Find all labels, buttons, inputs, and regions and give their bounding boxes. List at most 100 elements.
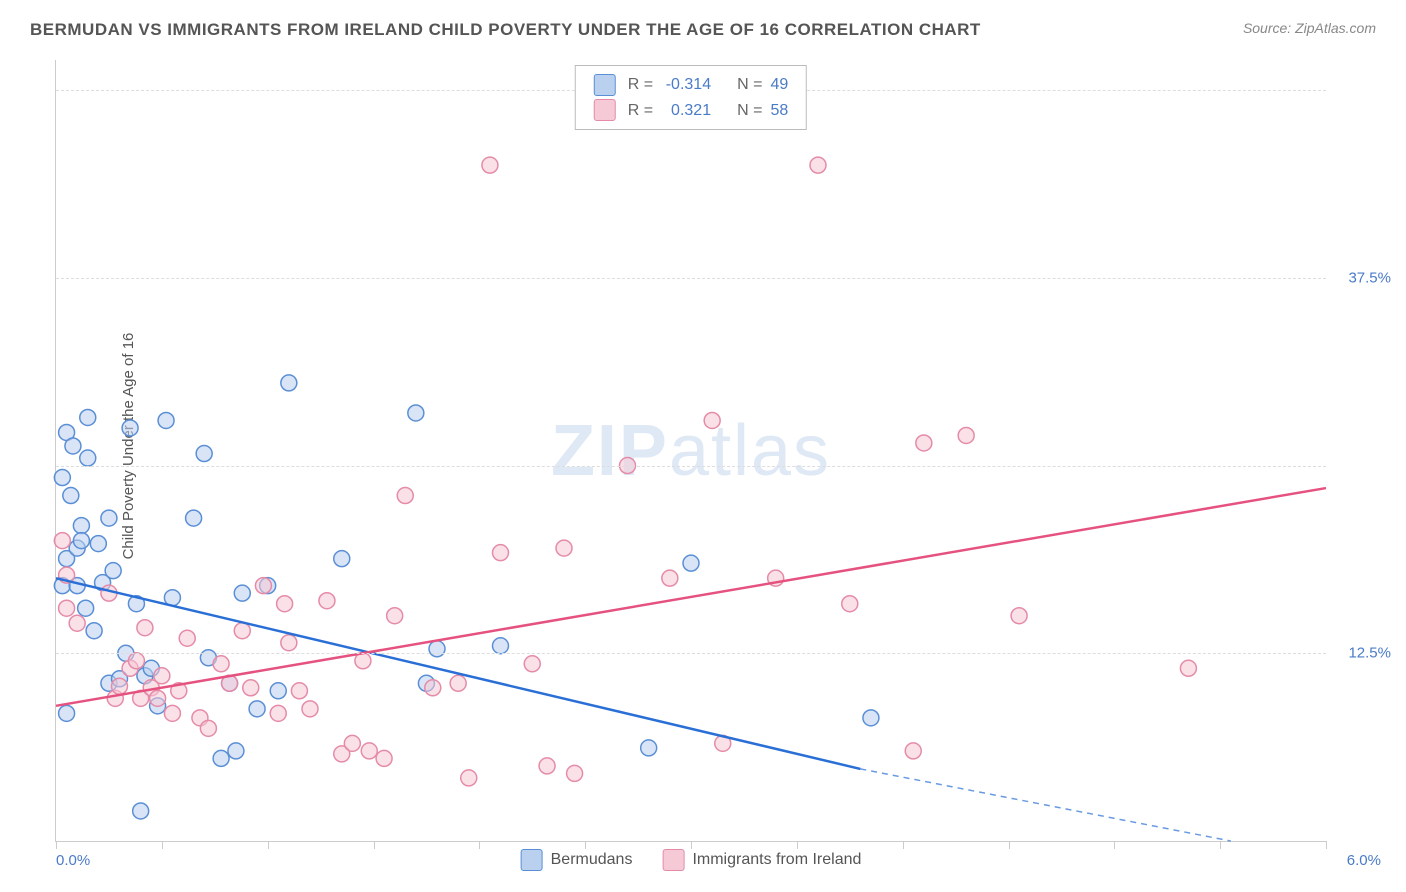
x-tick [162, 841, 163, 849]
scatter-point [281, 375, 297, 391]
scatter-point [704, 412, 720, 428]
scatter-point [179, 630, 195, 646]
r-value: -0.314 [661, 72, 711, 98]
scatter-point [112, 678, 128, 694]
scatter-point [958, 427, 974, 443]
scatter-point [567, 765, 583, 781]
x-tick [903, 841, 904, 849]
scatter-point [128, 653, 144, 669]
scatter-point [916, 435, 932, 451]
scatter-point [425, 680, 441, 696]
legend-bottom-item: Bermudans [521, 849, 633, 871]
scatter-point [54, 470, 70, 486]
x-tick [374, 841, 375, 849]
scatter-point [213, 656, 229, 672]
scatter-point [80, 409, 96, 425]
scatter-point [291, 683, 307, 699]
legend-swatch [594, 99, 616, 121]
n-value: 49 [770, 72, 788, 98]
scatter-svg [56, 60, 1326, 841]
y-tick-label: 37.5% [1348, 269, 1391, 286]
scatter-point [86, 623, 102, 639]
scatter-point [482, 157, 498, 173]
x-tick [585, 841, 586, 849]
scatter-point [59, 600, 75, 616]
scatter-point [641, 740, 657, 756]
scatter-point [196, 446, 212, 462]
scatter-point [493, 545, 509, 561]
scatter-point [361, 743, 377, 759]
scatter-point [63, 488, 79, 504]
legend-label: Immigrants from Ireland [692, 851, 861, 869]
scatter-point [810, 157, 826, 173]
r-value: 0.321 [661, 98, 711, 124]
legend-swatch [662, 849, 684, 871]
scatter-point [334, 551, 350, 567]
scatter-point [397, 488, 413, 504]
r-label: R = [628, 98, 653, 124]
x-tick [56, 841, 57, 849]
scatter-point [319, 593, 335, 609]
x-tick [1220, 841, 1221, 849]
scatter-point [234, 623, 250, 639]
scatter-point [65, 438, 81, 454]
scatter-point [249, 701, 265, 717]
gridline-h [56, 653, 1326, 654]
scatter-point [344, 735, 360, 751]
gridline-h [56, 278, 1326, 279]
trend-line [56, 578, 860, 769]
scatter-point [277, 596, 293, 612]
legend-top-row: R = 0.321 N = 58 [594, 98, 788, 124]
scatter-point [243, 680, 259, 696]
scatter-point [133, 803, 149, 819]
scatter-point [270, 705, 286, 721]
x-tick [479, 841, 480, 849]
scatter-point [69, 615, 85, 631]
scatter-point [59, 705, 75, 721]
scatter-point [842, 596, 858, 612]
gridline-h [56, 466, 1326, 467]
scatter-point [80, 450, 96, 466]
scatter-point [228, 743, 244, 759]
scatter-point [408, 405, 424, 421]
scatter-point [73, 533, 89, 549]
legend-swatch [594, 74, 616, 96]
scatter-point [164, 705, 180, 721]
scatter-point [137, 620, 153, 636]
chart-plot-area: ZIPatlas R =-0.314N =49R =0.321N =58 Ber… [55, 60, 1326, 842]
scatter-point [450, 675, 466, 691]
scatter-point [234, 585, 250, 601]
n-label: N = [737, 72, 762, 98]
scatter-point [73, 518, 89, 534]
y-tick-label: 12.5% [1348, 645, 1391, 662]
scatter-point [1180, 660, 1196, 676]
r-label: R = [628, 72, 653, 98]
x-tick [268, 841, 269, 849]
x-tick [691, 841, 692, 849]
scatter-point [105, 563, 121, 579]
scatter-point [461, 770, 477, 786]
source-label: Source: ZipAtlas.com [1243, 20, 1376, 36]
legend-bottom-item: Immigrants from Ireland [662, 849, 861, 871]
scatter-point [683, 555, 699, 571]
legend-swatch [521, 849, 543, 871]
scatter-point [150, 690, 166, 706]
scatter-point [255, 578, 271, 594]
scatter-point [662, 570, 678, 586]
scatter-point [863, 710, 879, 726]
n-label: N = [737, 98, 762, 124]
scatter-point [493, 638, 509, 654]
x-tick [1009, 841, 1010, 849]
scatter-point [387, 608, 403, 624]
x-tick [797, 841, 798, 849]
scatter-point [281, 635, 297, 651]
x-tick-label: 0.0% [56, 852, 90, 869]
n-value: 58 [770, 98, 788, 124]
scatter-point [556, 540, 572, 556]
legend-label: Bermudans [551, 851, 633, 869]
x-tick [1326, 841, 1327, 849]
scatter-point [905, 743, 921, 759]
scatter-point [158, 412, 174, 428]
chart-title: BERMUDAN VS IMMIGRANTS FROM IRELAND CHIL… [30, 20, 981, 40]
scatter-point [101, 510, 117, 526]
